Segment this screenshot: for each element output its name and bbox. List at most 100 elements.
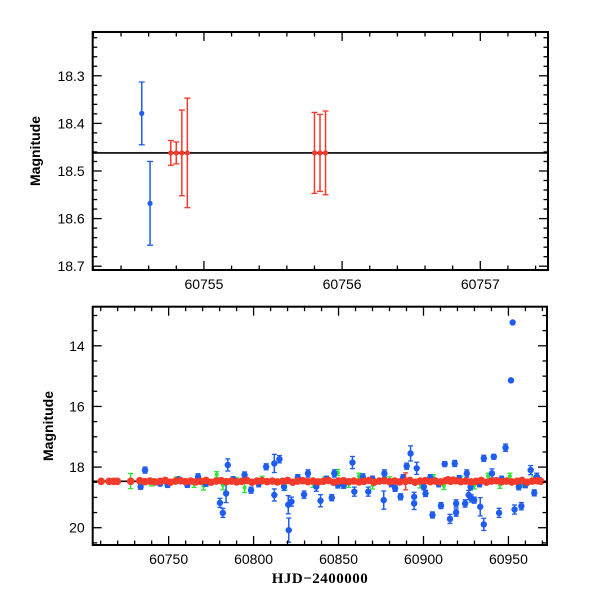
y-tick-label: 18: [69, 459, 85, 475]
y-tick-label: 16: [69, 398, 85, 414]
data-point-blue: [247, 486, 255, 494]
data-marker: [395, 478, 404, 486]
data-marker: [488, 470, 496, 477]
data-marker: [328, 494, 335, 501]
data-point-blue: [147, 160, 154, 246]
data-point-blue: [407, 445, 414, 462]
data-marker: [311, 150, 318, 156]
x-tick-label: 60800: [234, 551, 273, 567]
data-point-blue: [463, 469, 471, 478]
data-point-blue: [413, 461, 420, 476]
data-marker: [480, 521, 487, 528]
data-marker: [241, 471, 248, 479]
data-point-red: [113, 477, 122, 486]
x-tick-label: 60755: [184, 276, 223, 292]
data-marker: [429, 511, 436, 519]
data-point-blue: [285, 517, 292, 543]
data-marker: [420, 483, 428, 490]
data-point-blue: [429, 511, 436, 519]
y-tick-label: 18.6: [57, 211, 84, 227]
x-tick-label: 60756: [323, 276, 362, 292]
data-marker: [470, 496, 478, 504]
data-marker: [276, 455, 283, 463]
data-point-blue: [381, 469, 388, 478]
data-point-blue: [288, 496, 295, 507]
data-marker: [515, 483, 522, 490]
data-point-blue: [141, 466, 149, 474]
y-tick-label: 20: [69, 520, 85, 536]
bottom-y-axis-label: Magnitude: [40, 391, 56, 461]
data-marker: [511, 506, 518, 513]
data-point-red: [311, 111, 318, 195]
y-tick-label: 18.7: [57, 258, 84, 274]
zoomed-light-curve-panel: 60755 60756 60757 18.3 18.4 18.5 18.6 18.7: [57, 31, 549, 292]
data-point-blue: [451, 459, 458, 468]
data-marker: [224, 461, 231, 469]
plot-area: [92, 319, 547, 543]
data-point-blue: [138, 81, 145, 146]
axis-ticks: [92, 306, 547, 545]
data-marker: [126, 477, 135, 486]
data-marker: [184, 150, 190, 156]
y-tick-label: 18.4: [57, 115, 84, 131]
data-point-red: [173, 141, 180, 165]
data-marker: [247, 486, 255, 494]
data-marker: [179, 150, 185, 156]
data-marker: [446, 515, 454, 523]
data-marker: [168, 150, 174, 156]
data-marker: [527, 466, 534, 474]
data-point-blue: [380, 490, 387, 510]
data-point-blue: [304, 469, 312, 478]
data-point-blue: [480, 517, 487, 532]
data-marker: [490, 453, 498, 460]
data-marker: [413, 465, 420, 472]
data-point-blue: [262, 463, 270, 471]
y-tick-label: 18.3: [57, 68, 84, 84]
data-marker: [502, 444, 509, 451]
plot-frame: [91, 31, 549, 271]
data-marker: [317, 497, 324, 504]
data-point-blue: [410, 496, 418, 511]
data-marker: [285, 526, 292, 534]
data-marker: [403, 462, 410, 470]
data-marker: [242, 485, 247, 490]
data-marker: [507, 377, 515, 384]
data-marker: [97, 477, 105, 486]
data-point-blue: [490, 453, 498, 460]
data-point-blue: [527, 464, 534, 476]
data-point-blue: [271, 453, 278, 474]
data-point-blue: [397, 493, 404, 501]
data-marker: [536, 477, 545, 486]
y-tick-label: 18.5: [57, 163, 84, 179]
data-marker: [477, 503, 484, 510]
x-tick-label: 60757: [461, 276, 500, 292]
data-marker: [441, 460, 448, 468]
data-marker: [271, 491, 278, 499]
data-marker: [139, 110, 145, 116]
data-marker: [451, 460, 458, 467]
data-marker: [147, 200, 153, 206]
data-point-blue: [317, 494, 324, 508]
y-tick-label: 14: [69, 338, 85, 354]
full-light-curve-panel: 60750 60800 60850 60900 60950 14 16 18 20: [69, 305, 548, 567]
data-marker: [509, 319, 516, 326]
data-marker: [288, 498, 295, 505]
data-point-blue: [224, 458, 231, 472]
data-marker: [397, 493, 404, 500]
data-marker: [262, 463, 270, 470]
data-marker: [480, 455, 487, 462]
data-point-blue: [219, 507, 227, 519]
data-marker: [113, 477, 122, 486]
data-point-blue: [495, 507, 503, 519]
data-marker: [410, 500, 418, 507]
data-point-blue: [441, 460, 448, 468]
data-marker: [280, 483, 288, 490]
data-point-blue: [403, 462, 410, 470]
data-point-red: [126, 477, 135, 486]
x-tick-label: 60850: [319, 551, 358, 567]
data-point-blue: [300, 490, 308, 499]
data-point-blue: [437, 501, 445, 510]
data-marker: [422, 490, 429, 497]
data-marker: [137, 483, 144, 490]
